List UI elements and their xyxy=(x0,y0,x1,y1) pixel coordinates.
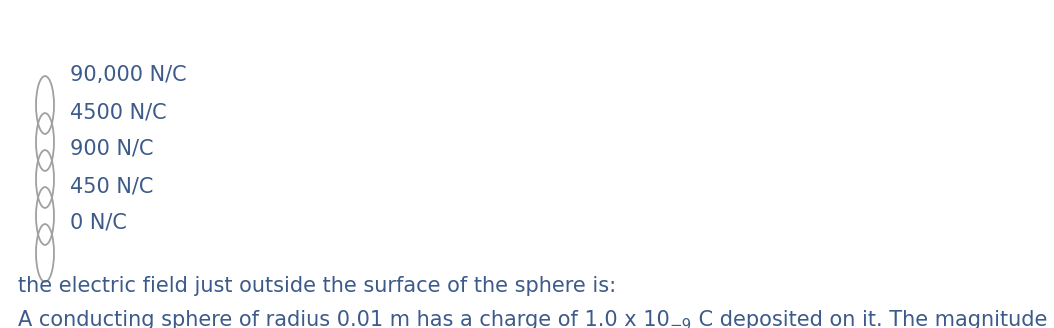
Text: 0 N/C: 0 N/C xyxy=(70,213,126,233)
Text: 4500 N/C: 4500 N/C xyxy=(70,102,167,122)
Text: 90,000 N/C: 90,000 N/C xyxy=(70,65,187,85)
Text: A conducting sphere of radius 0.01 m has a charge of 1.0 x 10: A conducting sphere of radius 0.01 m has… xyxy=(18,310,669,328)
Text: −9: −9 xyxy=(669,318,691,328)
Text: C deposited on it. The magnitude of: C deposited on it. The magnitude of xyxy=(691,310,1054,328)
Text: the electric field just outside the surface of the sphere is:: the electric field just outside the surf… xyxy=(18,276,617,296)
Text: 450 N/C: 450 N/C xyxy=(70,176,154,196)
Text: 900 N/C: 900 N/C xyxy=(70,139,154,159)
